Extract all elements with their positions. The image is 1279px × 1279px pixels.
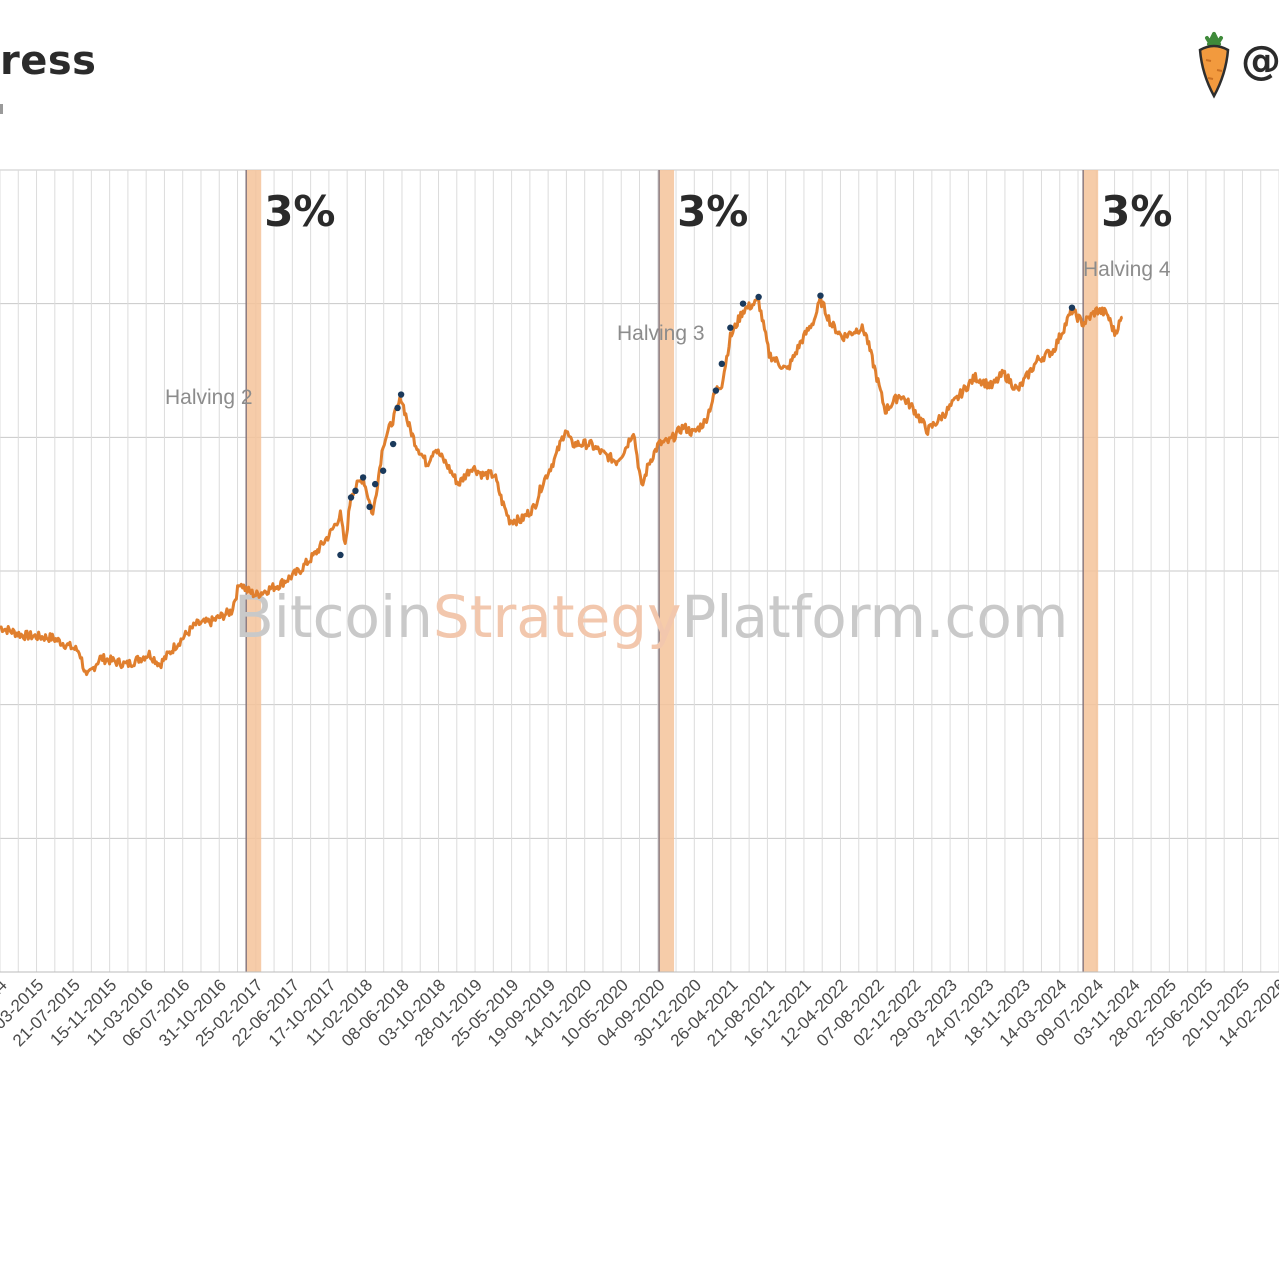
watermark-part-2: Strategy (433, 583, 682, 651)
highlight-point (755, 293, 762, 301)
svg-text:BitcoinStrategyPlatform.com: BitcoinStrategyPlatform.com (234, 583, 1068, 651)
highlight-point (359, 474, 367, 481)
highlight-point (712, 387, 720, 394)
series-line-progress (0, 294, 1124, 677)
halving-percent-label: 3% (264, 187, 335, 236)
highlight-point (739, 300, 747, 307)
highlight-point (727, 324, 734, 331)
halving-label: Halving 3 (617, 322, 705, 345)
halving-band (246, 170, 262, 972)
highlight-point (337, 551, 344, 559)
halving-label: Halving 2 (165, 386, 253, 409)
highlight-point (347, 494, 355, 501)
chart-title: ress (0, 38, 97, 84)
watermark: BitcoinStrategyPlatform.com (234, 583, 1068, 651)
highlight-point (371, 480, 379, 488)
halving-percent-label: 3% (677, 187, 748, 236)
halving-band (659, 170, 675, 972)
highlight-point (379, 467, 387, 474)
highlight-point (394, 404, 401, 412)
halving-band (1083, 170, 1099, 972)
carrot-icon (1198, 32, 1230, 99)
highlight-point (366, 503, 373, 511)
highlight-point (397, 391, 405, 398)
author-handle: @ (1241, 38, 1279, 84)
highlight-point (352, 487, 359, 494)
x-axis-ticks: 26-03-201430-03-201521-07-201515-11-2015… (0, 971, 1279, 1050)
subtitle-fragment (0, 104, 3, 114)
halving-label: Halving 4 (1083, 258, 1171, 281)
highlight-point (718, 360, 726, 368)
halving-percent-label: 3% (1101, 187, 1172, 236)
halving-bands: 3% Halving 2 3% Halving 3 3% Halving 4 (165, 170, 1172, 972)
series-layer (0, 292, 1124, 677)
watermark-part-3: Platform.com (681, 583, 1068, 651)
highlight-point (389, 440, 397, 448)
highlight-point (1068, 304, 1076, 311)
highlight-point (817, 292, 824, 299)
